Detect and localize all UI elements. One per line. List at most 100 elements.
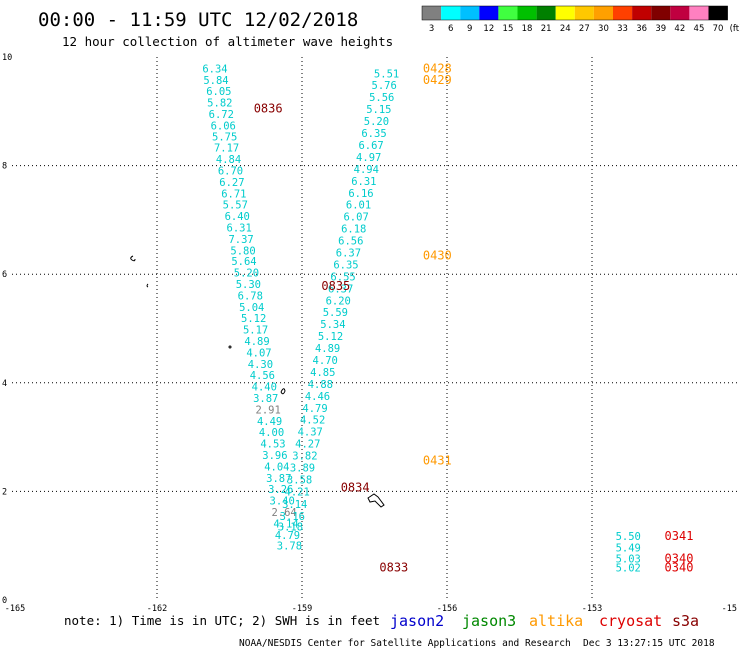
pass-time-label: 0428 bbox=[423, 61, 452, 75]
chart-title: 00:00 - 11:59 UTC 12/02/2018 bbox=[38, 9, 358, 31]
colorbar-label: 42 bbox=[674, 24, 685, 34]
y-tick-label: 0 bbox=[2, 596, 7, 606]
swh-value-label: 3.58 bbox=[287, 474, 312, 486]
footer-note: note: 1) Time is in UTC; 2) SWH is in fe… bbox=[64, 613, 380, 628]
mission-legend-jason3: jason3 bbox=[462, 612, 516, 630]
swh-value-label: 5.64 bbox=[231, 256, 256, 268]
colorbar-label: 30 bbox=[598, 24, 609, 34]
colorbar-label: 45 bbox=[694, 24, 705, 34]
footer-credit: NOAA/NESDIS Center for Satellite Applica… bbox=[239, 638, 571, 649]
pass-time-label: 0836 bbox=[254, 102, 283, 116]
colorbar-label: 6 bbox=[448, 24, 453, 34]
colorbar-swatch bbox=[422, 6, 442, 20]
swh-value-label: 4.88 bbox=[308, 379, 333, 391]
grid-lines bbox=[12, 57, 737, 600]
swh-value-label: 5.76 bbox=[372, 80, 397, 92]
swh-value-label: 5.02 bbox=[616, 562, 641, 574]
swh-value-label: 4.46 bbox=[305, 391, 330, 403]
colorbar-swatch bbox=[651, 6, 671, 20]
x-tick-label: -156 bbox=[437, 604, 457, 614]
colorbar-label: 15 bbox=[503, 24, 514, 34]
island-outline bbox=[228, 345, 232, 349]
swh-value-label: 6.31 bbox=[351, 176, 376, 188]
axis-ticks: -165 -162 -159 -156 -153 -15 0 2 4 6 8 10 bbox=[2, 53, 737, 614]
colorbar-swatch bbox=[632, 6, 652, 20]
y-tick-label: 4 bbox=[2, 379, 7, 389]
colorbar-label: 18 bbox=[522, 24, 533, 34]
swh-value-label: 4.37 bbox=[298, 427, 323, 439]
swh-value-label: 5.03 bbox=[616, 554, 641, 566]
colorbar-label: 24 bbox=[560, 24, 571, 34]
pass-time-label: 0340 bbox=[665, 552, 694, 566]
swh-value-label: 6.40 bbox=[225, 211, 250, 223]
colorbar-swatch bbox=[536, 6, 556, 20]
swh-value-label: 4.40 bbox=[252, 382, 277, 394]
swh-value-label: 6.37 bbox=[328, 283, 353, 295]
swh-value-label: 3.40 bbox=[270, 496, 295, 508]
swh-value-label: 4.89 bbox=[244, 336, 269, 348]
colorbar-label: 70 bbox=[713, 24, 724, 34]
swh-value-label: 6.72 bbox=[209, 109, 234, 121]
swh-value-label: 6.71 bbox=[221, 188, 246, 200]
swh-value-label: 4.70 bbox=[313, 355, 338, 367]
x-tick-label: -162 bbox=[147, 604, 167, 614]
colorbar-swatch bbox=[517, 6, 537, 20]
colorbar-swatch bbox=[689, 6, 709, 20]
colorbar-swatch bbox=[708, 6, 728, 20]
colorbar-swatch bbox=[555, 6, 575, 20]
swh-value-label: 6.34 bbox=[202, 63, 227, 75]
x-tick-label: -159 bbox=[292, 604, 312, 614]
swh-value-label: 3.16 bbox=[280, 511, 305, 523]
swh-value-label: 6.16 bbox=[348, 188, 373, 200]
swh-value-label: 6.27 bbox=[219, 177, 244, 189]
mission-legend-altika: altika bbox=[529, 612, 583, 630]
pass-time-label: 0834 bbox=[341, 481, 370, 495]
swh-value-label: 6.70 bbox=[218, 165, 243, 177]
x-tick-label: -165 bbox=[5, 604, 25, 614]
swh-value-label: 4.97 bbox=[356, 152, 381, 164]
colorbar-swatch bbox=[574, 6, 594, 20]
pass-time-label: 0835 bbox=[321, 279, 350, 293]
swh-value-label: 3.87 bbox=[266, 473, 291, 485]
swh-value-label: 5.20 bbox=[364, 116, 389, 128]
swh-value-label: 4.49 bbox=[257, 416, 282, 428]
x-tick-label: -15 bbox=[722, 604, 737, 614]
colorbar-unit: (ft) bbox=[730, 24, 740, 34]
colorbar-label: 9 bbox=[467, 24, 472, 34]
pass-time-label: 0431 bbox=[423, 453, 452, 467]
swh-value-label: 4.79 bbox=[275, 530, 300, 542]
colorbar-swatch bbox=[613, 6, 633, 20]
pass-time-label: 0341 bbox=[665, 529, 694, 543]
swh-value-label: 4.14 bbox=[273, 518, 298, 530]
colorbar-label: 27 bbox=[579, 24, 590, 34]
swh-value-label: 6.05 bbox=[206, 86, 231, 98]
colorbar-swatch bbox=[593, 6, 613, 20]
mission-legend-jason2: jason2 bbox=[390, 612, 444, 630]
swh-value-label: 6.67 bbox=[358, 140, 383, 152]
island-outline bbox=[280, 388, 286, 395]
swh-value-label: 2.64 bbox=[271, 507, 296, 519]
colorbar-swatch bbox=[441, 6, 461, 20]
swh-value-label: 6.07 bbox=[343, 212, 368, 224]
y-tick-label: 8 bbox=[2, 162, 7, 172]
swh-value-label: 4.04 bbox=[264, 461, 289, 473]
swh-value-label: 5.84 bbox=[203, 75, 228, 87]
colorbar-label: 3 bbox=[429, 24, 434, 34]
swh-points: 6.345.846.055.826.726.065.757.174.846.70… bbox=[202, 63, 641, 574]
swh-value-label: 6.55 bbox=[330, 271, 355, 283]
swh-value-label: 3.18 bbox=[278, 522, 303, 534]
swh-value-label: 4.00 bbox=[259, 427, 284, 439]
y-tick-label: 10 bbox=[2, 53, 12, 63]
swh-value-label: 6.01 bbox=[346, 200, 371, 212]
swh-value-label: 5.20 bbox=[234, 268, 259, 280]
swh-value-label: 2.91 bbox=[256, 404, 281, 416]
swh-value-label: 4.56 bbox=[250, 370, 275, 382]
colorbar-swatch bbox=[479, 6, 499, 20]
swh-value-label: 4.85 bbox=[310, 367, 335, 379]
colorbar-label: 39 bbox=[655, 24, 666, 34]
swh-value-label: 4.53 bbox=[260, 439, 285, 451]
swh-value-label: 3.82 bbox=[292, 451, 317, 463]
pass-time-label: 0429 bbox=[423, 73, 452, 87]
